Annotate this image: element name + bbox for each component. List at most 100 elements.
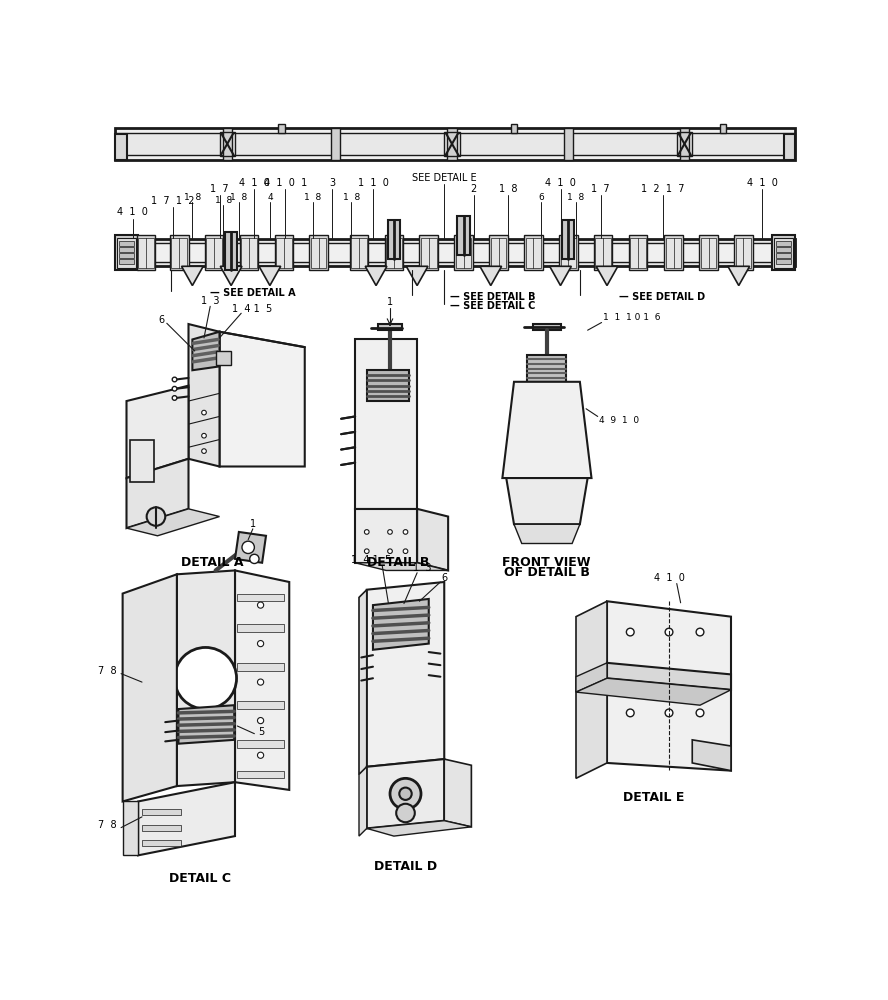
Polygon shape [359,767,367,836]
Polygon shape [139,782,235,855]
Circle shape [626,709,634,717]
Text: 1  8: 1 8 [498,184,517,194]
Polygon shape [177,570,235,786]
Bar [511,124,517,133]
Circle shape [172,386,177,391]
Bar [735,238,751,268]
Polygon shape [355,563,448,570]
Text: 1  1  1 0 1  6: 1 1 1 0 1 6 [603,313,661,322]
Text: DETAIL C: DETAIL C [169,872,231,885]
Polygon shape [126,386,188,478]
Polygon shape [219,332,305,466]
Bar [524,235,543,270]
Polygon shape [373,599,429,650]
Polygon shape [550,266,571,286]
Text: 3: 3 [329,178,335,188]
Circle shape [258,602,264,608]
Circle shape [172,377,177,382]
Text: FRONT VIEW: FRONT VIEW [503,556,591,569]
Text: 5: 5 [258,727,265,737]
Bar [309,235,328,270]
Text: 6: 6 [441,573,448,583]
Bar [142,825,181,831]
Text: 1: 1 [250,519,256,529]
Circle shape [403,549,408,554]
Polygon shape [367,759,444,828]
Text: OF DETAIL B: OF DETAIL B [503,566,590,579]
Bar [534,324,560,330]
Bar [774,238,793,268]
Polygon shape [576,663,607,692]
Text: 2: 2 [471,184,477,194]
Polygon shape [407,266,428,286]
Bar [562,220,575,259]
Text: 4  1  0  1: 4 1 0 1 [264,178,307,188]
Circle shape [258,679,264,685]
Bar [225,232,237,270]
Bar [206,238,222,268]
Text: 1  4 1  5: 1 4 1 5 [351,555,391,565]
Text: 4  1  0: 4 1 0 [747,178,777,188]
Polygon shape [728,266,749,286]
Polygon shape [235,570,289,790]
Bar [237,663,284,671]
Circle shape [147,507,165,526]
Text: — SEE DETAIL B: — SEE DETAIL B [450,292,536,302]
Text: 1  3: 1 3 [201,296,219,306]
Text: 1  8: 1 8 [567,192,584,202]
Circle shape [388,549,392,554]
Polygon shape [607,663,731,690]
Polygon shape [365,266,387,286]
Polygon shape [503,382,591,478]
Bar [115,239,796,266]
Bar [142,809,181,815]
Text: — SEE DETAIL C: — SEE DETAIL C [450,301,535,311]
Polygon shape [126,509,219,536]
Text: 1  8: 1 8 [304,192,321,202]
Circle shape [665,628,673,636]
Bar [237,771,284,778]
Bar [491,238,506,268]
Bar [421,238,437,268]
Text: 1  8: 1 8 [215,196,232,205]
Circle shape [202,433,206,438]
Polygon shape [235,532,266,563]
Circle shape [364,549,369,554]
Polygon shape [480,266,502,286]
Polygon shape [693,740,731,771]
Circle shape [258,718,264,724]
Bar [776,259,791,264]
Bar [527,355,566,382]
Bar [237,740,284,748]
Polygon shape [576,678,731,705]
Polygon shape [188,324,219,466]
Bar [119,253,134,258]
Bar [419,235,438,270]
Circle shape [626,628,634,636]
Bar [677,132,693,156]
Bar [131,440,154,482]
Polygon shape [259,266,281,286]
Bar [171,238,187,268]
Text: 1  7  1  2: 1 7 1 2 [151,196,194,206]
Bar [223,128,232,160]
Circle shape [258,641,264,647]
Bar [350,235,369,270]
Polygon shape [596,266,618,286]
Text: 1  2  1  7: 1 2 1 7 [641,184,685,194]
Text: — SEE DETAIL D: — SEE DETAIL D [619,292,705,302]
Circle shape [388,530,392,534]
Bar [734,235,753,270]
Bar [352,238,367,268]
Polygon shape [123,574,177,801]
Text: 1  8: 1 8 [184,192,201,202]
Bar [776,247,791,252]
Circle shape [132,456,145,469]
Polygon shape [506,478,588,524]
Polygon shape [193,332,219,370]
Circle shape [202,449,206,453]
Bar [237,701,284,709]
Bar [448,128,456,160]
Polygon shape [181,266,203,286]
Bar [594,235,613,270]
